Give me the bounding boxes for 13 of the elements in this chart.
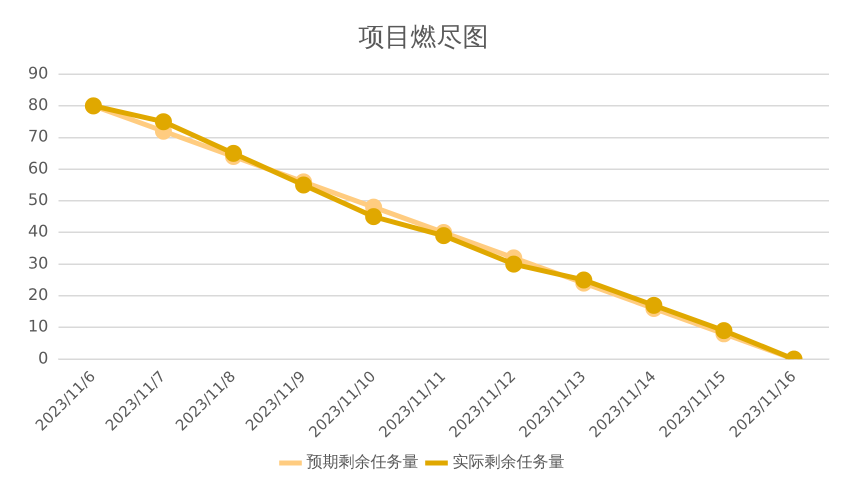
- y-tick-label: 70: [28, 126, 48, 146]
- legend-label: 实际剩余任务量: [452, 452, 564, 472]
- y-tick-label: 60: [28, 158, 48, 178]
- y-tick-label: 50: [28, 190, 48, 209]
- y-tick-label: 30: [28, 253, 48, 272]
- chart-title: 项目燃尽图: [358, 22, 488, 52]
- y-tick-label: 40: [28, 222, 48, 241]
- y-tick-label: 90: [28, 63, 48, 82]
- y-tick-label: 80: [28, 95, 48, 114]
- legend-label: 预期剩余任务量: [306, 452, 418, 472]
- y-tick-label: 0: [38, 348, 48, 368]
- y-tick-label: 20: [28, 284, 48, 304]
- y-tick-label: 10: [28, 316, 48, 336]
